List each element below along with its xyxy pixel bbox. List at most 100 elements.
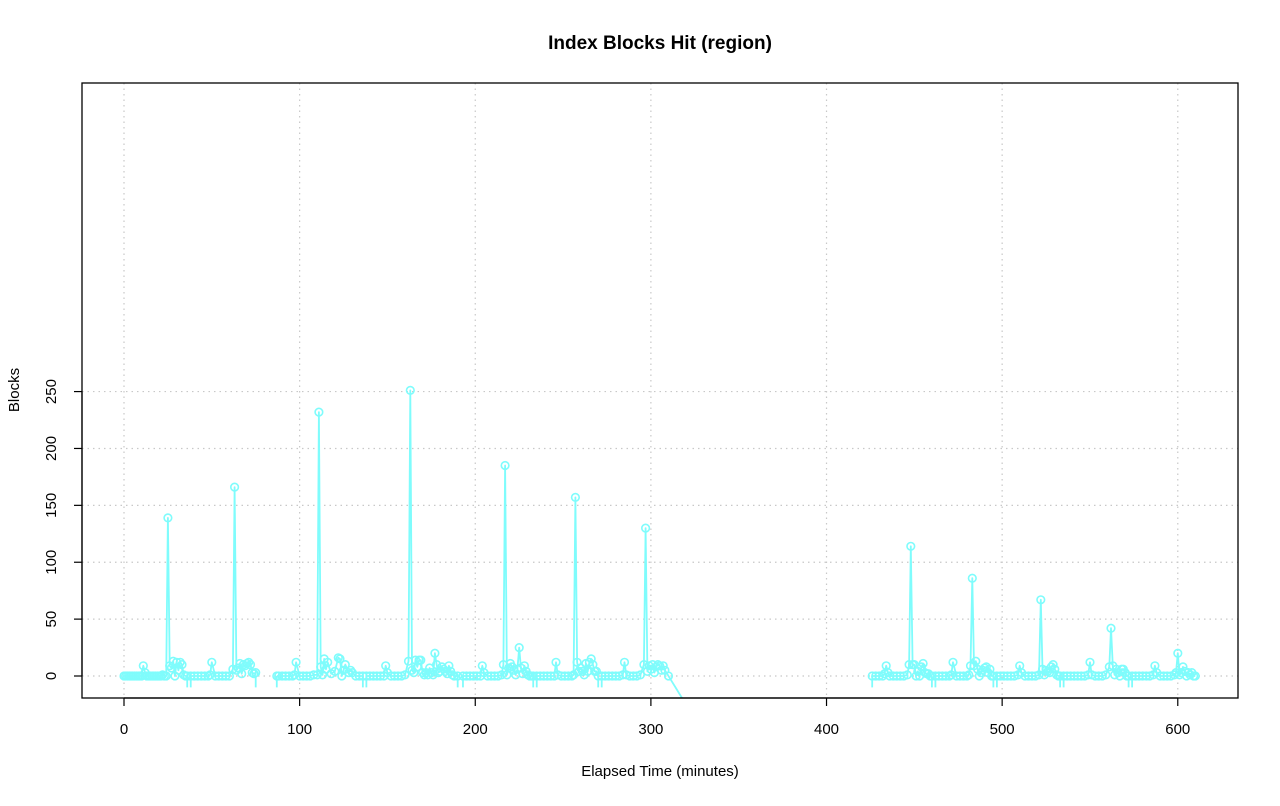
data-point bbox=[430, 648, 440, 658]
series-line bbox=[190, 486, 257, 677]
data-point bbox=[497, 670, 507, 680]
data-point bbox=[205, 670, 215, 680]
data-point bbox=[449, 671, 459, 681]
data-point bbox=[207, 657, 217, 667]
data-point bbox=[291, 657, 301, 667]
data-point bbox=[965, 661, 976, 671]
x-tick-label: 100 bbox=[287, 721, 312, 738]
data-point bbox=[284, 671, 294, 681]
data-point bbox=[453, 671, 463, 681]
data-point bbox=[425, 663, 435, 673]
data-point bbox=[309, 670, 319, 680]
data-point bbox=[221, 671, 231, 681]
data-point bbox=[472, 671, 482, 681]
data-point bbox=[323, 657, 333, 667]
data-point bbox=[163, 513, 173, 523]
y-axis-label: Blocks bbox=[6, 368, 23, 412]
data-point bbox=[1178, 662, 1188, 672]
data-point bbox=[911, 671, 921, 681]
data-point bbox=[874, 671, 884, 681]
data-point bbox=[251, 667, 261, 678]
x-tick-label: 600 bbox=[1165, 721, 1190, 738]
series-points bbox=[119, 385, 1200, 681]
y-tick-label: 0 bbox=[43, 672, 60, 680]
x-axis: 0 100 200 300 400 500 600 bbox=[120, 697, 1190, 738]
y-tick-label: 100 bbox=[43, 550, 60, 575]
y-tick-label: 250 bbox=[43, 379, 60, 404]
y-tick-label: 50 bbox=[43, 611, 60, 628]
chart-title: Index Blocks Hit (region) bbox=[548, 33, 772, 54]
series-line bbox=[124, 517, 188, 677]
data-point bbox=[519, 661, 530, 671]
data-point bbox=[340, 659, 350, 670]
data-point bbox=[177, 659, 187, 670]
data-point bbox=[344, 667, 354, 678]
data-point bbox=[656, 665, 667, 675]
data-point bbox=[551, 657, 561, 667]
series-line bbox=[463, 464, 534, 677]
data-point bbox=[314, 407, 324, 417]
data-point bbox=[500, 460, 510, 471]
series-lines bbox=[124, 389, 1196, 698]
data-point bbox=[563, 671, 573, 681]
data-point bbox=[444, 661, 454, 671]
series-line bbox=[996, 598, 1061, 677]
data-point bbox=[658, 661, 668, 671]
data-point bbox=[175, 657, 185, 667]
x-tick-label: 200 bbox=[463, 721, 488, 738]
series-line bbox=[536, 496, 600, 677]
data-point bbox=[591, 666, 602, 677]
data-point bbox=[244, 657, 254, 667]
data-point bbox=[906, 541, 916, 551]
data-point bbox=[200, 671, 210, 681]
data-point bbox=[655, 661, 665, 671]
data-point bbox=[416, 655, 426, 665]
series-line bbox=[276, 411, 363, 677]
data-point bbox=[635, 670, 646, 680]
data-point bbox=[514, 642, 524, 653]
data-point bbox=[161, 671, 171, 681]
data-point bbox=[405, 385, 415, 396]
data-point bbox=[619, 657, 630, 667]
data-point bbox=[946, 670, 956, 680]
series-line bbox=[935, 577, 994, 677]
data-point bbox=[400, 670, 410, 680]
x-tick-label: 0 bbox=[120, 721, 128, 738]
data-point bbox=[346, 665, 356, 675]
data-point bbox=[639, 659, 649, 670]
grid-lines bbox=[82, 83, 1238, 698]
y-tick-label: 150 bbox=[43, 493, 60, 518]
data-point bbox=[375, 671, 386, 681]
data-point bbox=[958, 671, 969, 681]
data-point bbox=[237, 669, 247, 679]
plot-frame bbox=[81, 82, 1239, 699]
data-point bbox=[418, 667, 428, 678]
data-point bbox=[967, 573, 977, 583]
data-point bbox=[663, 671, 674, 681]
data-point bbox=[1190, 671, 1200, 681]
y-axis: 0 50 100 150 200 250 bbox=[43, 379, 83, 680]
y-tick-label: 200 bbox=[43, 436, 60, 461]
data-point bbox=[918, 658, 928, 669]
data-point bbox=[640, 523, 651, 533]
data-point bbox=[289, 670, 300, 680]
data-point bbox=[337, 671, 347, 681]
data-point bbox=[902, 670, 912, 680]
data-point bbox=[1101, 670, 1111, 680]
series-line bbox=[366, 389, 458, 677]
data-point bbox=[1048, 659, 1058, 670]
data-point bbox=[428, 670, 438, 680]
data-point bbox=[230, 482, 240, 492]
data-point bbox=[1106, 623, 1116, 633]
data-point bbox=[941, 671, 951, 681]
data-point bbox=[224, 671, 234, 681]
data-point bbox=[1173, 648, 1183, 658]
data-point bbox=[586, 654, 596, 664]
data-point bbox=[904, 659, 914, 670]
series-line bbox=[872, 545, 932, 677]
data-point bbox=[570, 492, 581, 503]
data-point bbox=[335, 654, 345, 664]
x-tick-label: 300 bbox=[638, 721, 663, 738]
